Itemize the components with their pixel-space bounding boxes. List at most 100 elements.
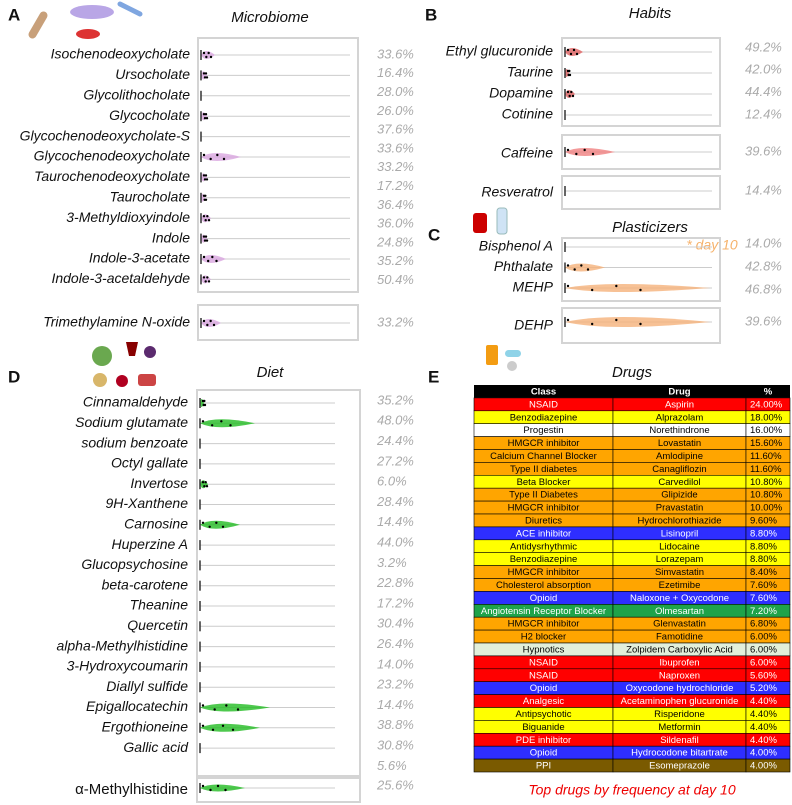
drug-class: HMGCR inhibitor: [508, 567, 580, 578]
dot: [204, 235, 208, 238]
percent-label: 44.4%: [745, 84, 782, 99]
plot-box: [561, 237, 721, 302]
dot: [590, 322, 594, 326]
drug-class: Antidysrhythmic: [510, 541, 577, 552]
metabolite-label: 9H-Xanthene: [105, 495, 188, 511]
dot: [206, 323, 209, 327]
dot: [203, 76, 207, 79]
dot: [202, 319, 206, 323]
drug-name: Canagliflozin: [652, 464, 706, 475]
dot: [201, 420, 205, 423]
dot: [202, 113, 206, 116]
dot: [583, 148, 586, 152]
dot: [220, 420, 223, 423]
percent-label: 24.4%: [376, 433, 414, 448]
drug-icons: [486, 345, 521, 371]
dot: [205, 239, 209, 242]
drug-percent: 8.80%: [750, 541, 777, 552]
dot: [203, 178, 207, 181]
percent-label: 14.4%: [377, 697, 414, 712]
drug-class: Opioid: [530, 683, 557, 694]
metabolite-label: Ursocholate: [115, 66, 190, 82]
dot: [221, 724, 225, 727]
dot: [204, 113, 208, 116]
metabolite-label: Indole: [152, 229, 190, 245]
violin: [201, 319, 221, 327]
drug-percent: 5.20%: [750, 683, 777, 694]
dot: [566, 148, 570, 152]
drug-class: HMGCR inhibitor: [508, 438, 580, 449]
violin: [200, 419, 255, 428]
drug-class: Analgesic: [523, 696, 564, 707]
dot: [216, 153, 219, 157]
dot: [204, 280, 207, 283]
dot: [570, 90, 573, 94]
drug-name: Sildenafil: [660, 735, 699, 746]
drug-class: Diuretics: [525, 515, 562, 526]
panel-title: Habits: [629, 5, 672, 22]
metabolite-label: Indole-3-acetate: [89, 250, 190, 266]
drug-class: Benzodiazepine: [510, 554, 578, 565]
dot: [205, 76, 209, 79]
metabolite-label: Glycochenodeoxycholate-S: [20, 127, 191, 143]
drug-percent: 6.80%: [750, 619, 777, 630]
metabolite-label: Gallic acid: [123, 739, 189, 755]
drug-percent: 16.00%: [750, 425, 783, 436]
dot: [204, 219, 207, 222]
dot: [568, 94, 571, 98]
percent-label: 23.2%: [376, 677, 414, 692]
drug-class: ACE inhibitor: [516, 528, 571, 539]
dot: [615, 284, 618, 288]
dot: [639, 288, 642, 292]
plot-box: [196, 389, 361, 777]
dot: [204, 174, 208, 177]
dot: [209, 157, 212, 161]
drug-name: Lovastatin: [658, 438, 701, 449]
percent-label: 36.0%: [377, 216, 414, 231]
drug-percent: 4.00%: [750, 761, 777, 772]
dot: [566, 284, 570, 288]
dot: [211, 255, 214, 259]
drug-class: Hypnotics: [523, 644, 565, 655]
drug-name: Famotidine: [656, 632, 703, 643]
table-header: Class: [531, 386, 556, 397]
percent-label: 17.2%: [377, 595, 414, 610]
dot: [206, 215, 209, 218]
metabolite-label: MEHP: [513, 279, 554, 295]
dot: [231, 728, 235, 731]
dot: [580, 264, 583, 267]
panel-letter: C: [428, 225, 440, 244]
metabolite-label: alpha-Methylhistidine: [56, 637, 188, 653]
dot: [207, 219, 211, 222]
percent-label: 42.0%: [745, 62, 782, 77]
metabolite-label: Diallyl sulfide: [106, 678, 188, 694]
percent-label: 50.4%: [377, 272, 414, 287]
violin: [565, 148, 615, 156]
metabolite-label: 3-Hydroxycoumarin: [67, 658, 189, 674]
panel-title: Drugs: [612, 364, 653, 381]
metabolite-label: Epigallocatechin: [86, 698, 188, 714]
drug-name: Simvastatin: [655, 567, 704, 578]
drug-percent: 6.00%: [750, 657, 777, 668]
metabolite-label: 3-Methyldioxyindole: [66, 209, 190, 225]
dot: [222, 157, 226, 161]
dot: [216, 784, 220, 788]
percent-label: 42.8%: [745, 258, 782, 273]
metabolite-label: Ethyl glucuronide: [446, 43, 554, 59]
metabolite-label: Invertose: [130, 475, 188, 491]
metabolite-label: Indole-3-acetaldehyde: [51, 270, 190, 286]
drug-percent: 10.00%: [750, 503, 783, 514]
dot: [224, 788, 227, 792]
drug-name: Olmesartan: [655, 606, 704, 617]
dot: [590, 288, 594, 292]
drug-name: Acetaminophen glucuronide: [621, 696, 739, 707]
metabolite-label: α-Methylhistidine: [75, 781, 188, 798]
dot: [204, 194, 207, 197]
dot: [215, 521, 218, 524]
percent-label: 35.2%: [377, 392, 414, 407]
dot: [566, 90, 570, 94]
drug-percent: 7.60%: [750, 593, 777, 604]
panel-letter: B: [425, 5, 437, 24]
drug-name: Esomeprazole: [649, 761, 710, 772]
dot: [571, 94, 575, 98]
